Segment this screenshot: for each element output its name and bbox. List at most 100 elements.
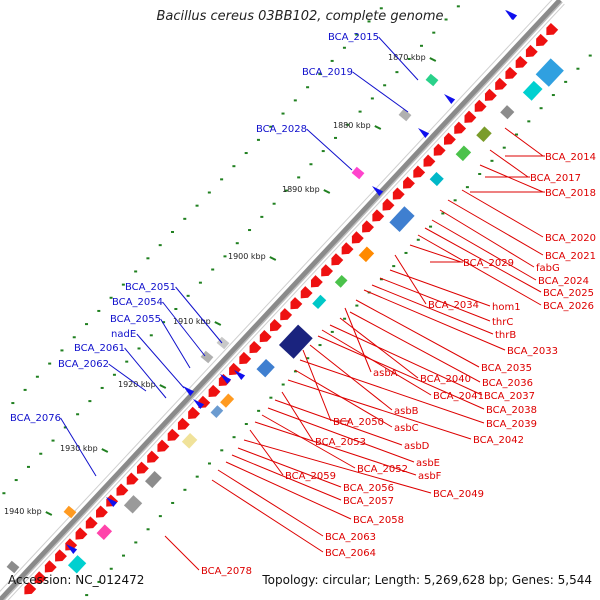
feature-block [535, 58, 564, 87]
reverse-gene-label: BCA_2054 [112, 297, 163, 308]
gc-dot [306, 357, 310, 360]
feature-block [312, 294, 327, 310]
forward-gene-arrow [34, 571, 47, 584]
forward-gene-arrow [444, 132, 456, 145]
gc-dot [244, 152, 248, 155]
forward-gene-label: BCA_2025 [543, 288, 594, 299]
forward-gene-arrow [362, 220, 374, 233]
gc-dot [330, 330, 334, 333]
forward-gene-arrow-shape [24, 582, 37, 595]
gc-dot [183, 217, 187, 220]
feature-block [181, 433, 198, 449]
forward-gene-arrow-shape [167, 428, 180, 441]
backbone-line [0, 0, 562, 600]
gc-dot [112, 373, 116, 376]
feature-block [96, 524, 113, 541]
feature-block [358, 246, 375, 263]
label-leader-line [504, 127, 544, 157]
gc-dot [272, 202, 276, 205]
gc-dot [198, 281, 202, 284]
gc-dot [260, 215, 264, 218]
gc-dot [478, 172, 482, 175]
gc-dot [269, 125, 273, 128]
gc-dot [26, 465, 30, 468]
kbp-tick-label: 1940 kbp [4, 507, 42, 516]
forward-gene-label: asbA [373, 368, 398, 379]
gc-dot [395, 71, 399, 74]
reverse-feature-block [63, 505, 77, 519]
reverse-gene-arrow [182, 386, 195, 397]
gc-dot [72, 336, 76, 339]
accession-text: Accession: NC_012472 [8, 573, 145, 587]
label-leader-line [294, 369, 393, 428]
label-leader-line [274, 399, 403, 446]
forward-gene-label: thrC [492, 317, 513, 328]
forward-gene-label: asbD [404, 441, 430, 452]
gc-dot [370, 97, 374, 100]
gc-dot [76, 413, 80, 416]
forward-gene-label: BCA_2042 [473, 435, 524, 446]
gc-dot [490, 159, 494, 162]
feature-block [278, 324, 313, 359]
gc-dot [515, 133, 519, 136]
forward-gene-label: BCA_2017 [530, 173, 581, 184]
forward-gene-arrow [259, 329, 272, 343]
gc-dot [404, 251, 408, 254]
forward-gene-arrow-shape [403, 176, 415, 189]
label-leader-line [329, 324, 483, 396]
label-leader-line [164, 535, 200, 571]
forward-gene-label: BCA_2026 [543, 301, 594, 312]
label-leader-line [160, 318, 191, 369]
gc-dot [392, 265, 396, 268]
forward-gene-label: asbE [416, 458, 440, 469]
reverse-gene-arrow [444, 94, 456, 105]
label-leader-line [136, 333, 185, 389]
kbp-tick-label: 1880 kbp [333, 121, 371, 130]
gc-dot [85, 323, 89, 326]
label-leader-line [124, 347, 167, 399]
forward-gene-arrow-shape [147, 450, 160, 463]
feature-block [67, 555, 87, 574]
kbp-tick-mark [159, 384, 167, 389]
forward-gene-arrow [403, 176, 415, 189]
reverse-gene-label: BCA_2019 [302, 67, 353, 78]
gc-dot [379, 278, 383, 281]
gc-dot [146, 257, 150, 260]
forward-gene-label: BCA_2037 [484, 391, 535, 402]
forward-gene-arrow-shape [362, 220, 374, 233]
forward-gene-arrow [24, 582, 37, 595]
label-leader-line [302, 349, 332, 422]
forward-gene-arrow-shape [55, 549, 67, 562]
gc-dot [100, 386, 104, 389]
gc-dot [195, 475, 199, 478]
gc-dot [97, 309, 101, 312]
label-leader-line [489, 149, 529, 178]
label-leader-line [267, 407, 415, 463]
forward-gene-arrow [188, 406, 200, 419]
label-leader-line [162, 301, 206, 357]
forward-gene-arrow-shape [116, 483, 129, 496]
gc-dot [186, 294, 190, 297]
feature-block [455, 145, 472, 162]
forward-gene-arrow-shape [536, 33, 548, 47]
reverse-gene-label: BCA_2051 [125, 282, 176, 293]
forward-gene-label: BCA_2057 [343, 496, 394, 507]
reverse-gene-arrow [66, 544, 78, 555]
gc-dot [232, 165, 236, 168]
forward-gene-label: fabG [536, 263, 560, 274]
forward-gene-arrow [464, 110, 477, 123]
forward-gene-label: BCA_2021 [545, 251, 596, 262]
label-leader-line [317, 335, 485, 410]
forward-gene-arrow-shape [290, 297, 303, 310]
forward-gene-arrow [454, 121, 467, 134]
forward-gene-label: BCA_2035 [481, 363, 532, 374]
forward-gene-arrow [372, 209, 385, 222]
gc-dot [346, 123, 350, 126]
forward-gene-arrow [280, 308, 293, 321]
label-leader-line [355, 299, 480, 368]
forward-gene-arrow [300, 286, 313, 299]
reverse-gene-label: nadE [111, 329, 136, 340]
gc-dot [39, 452, 43, 455]
forward-gene-arrow [546, 22, 559, 36]
